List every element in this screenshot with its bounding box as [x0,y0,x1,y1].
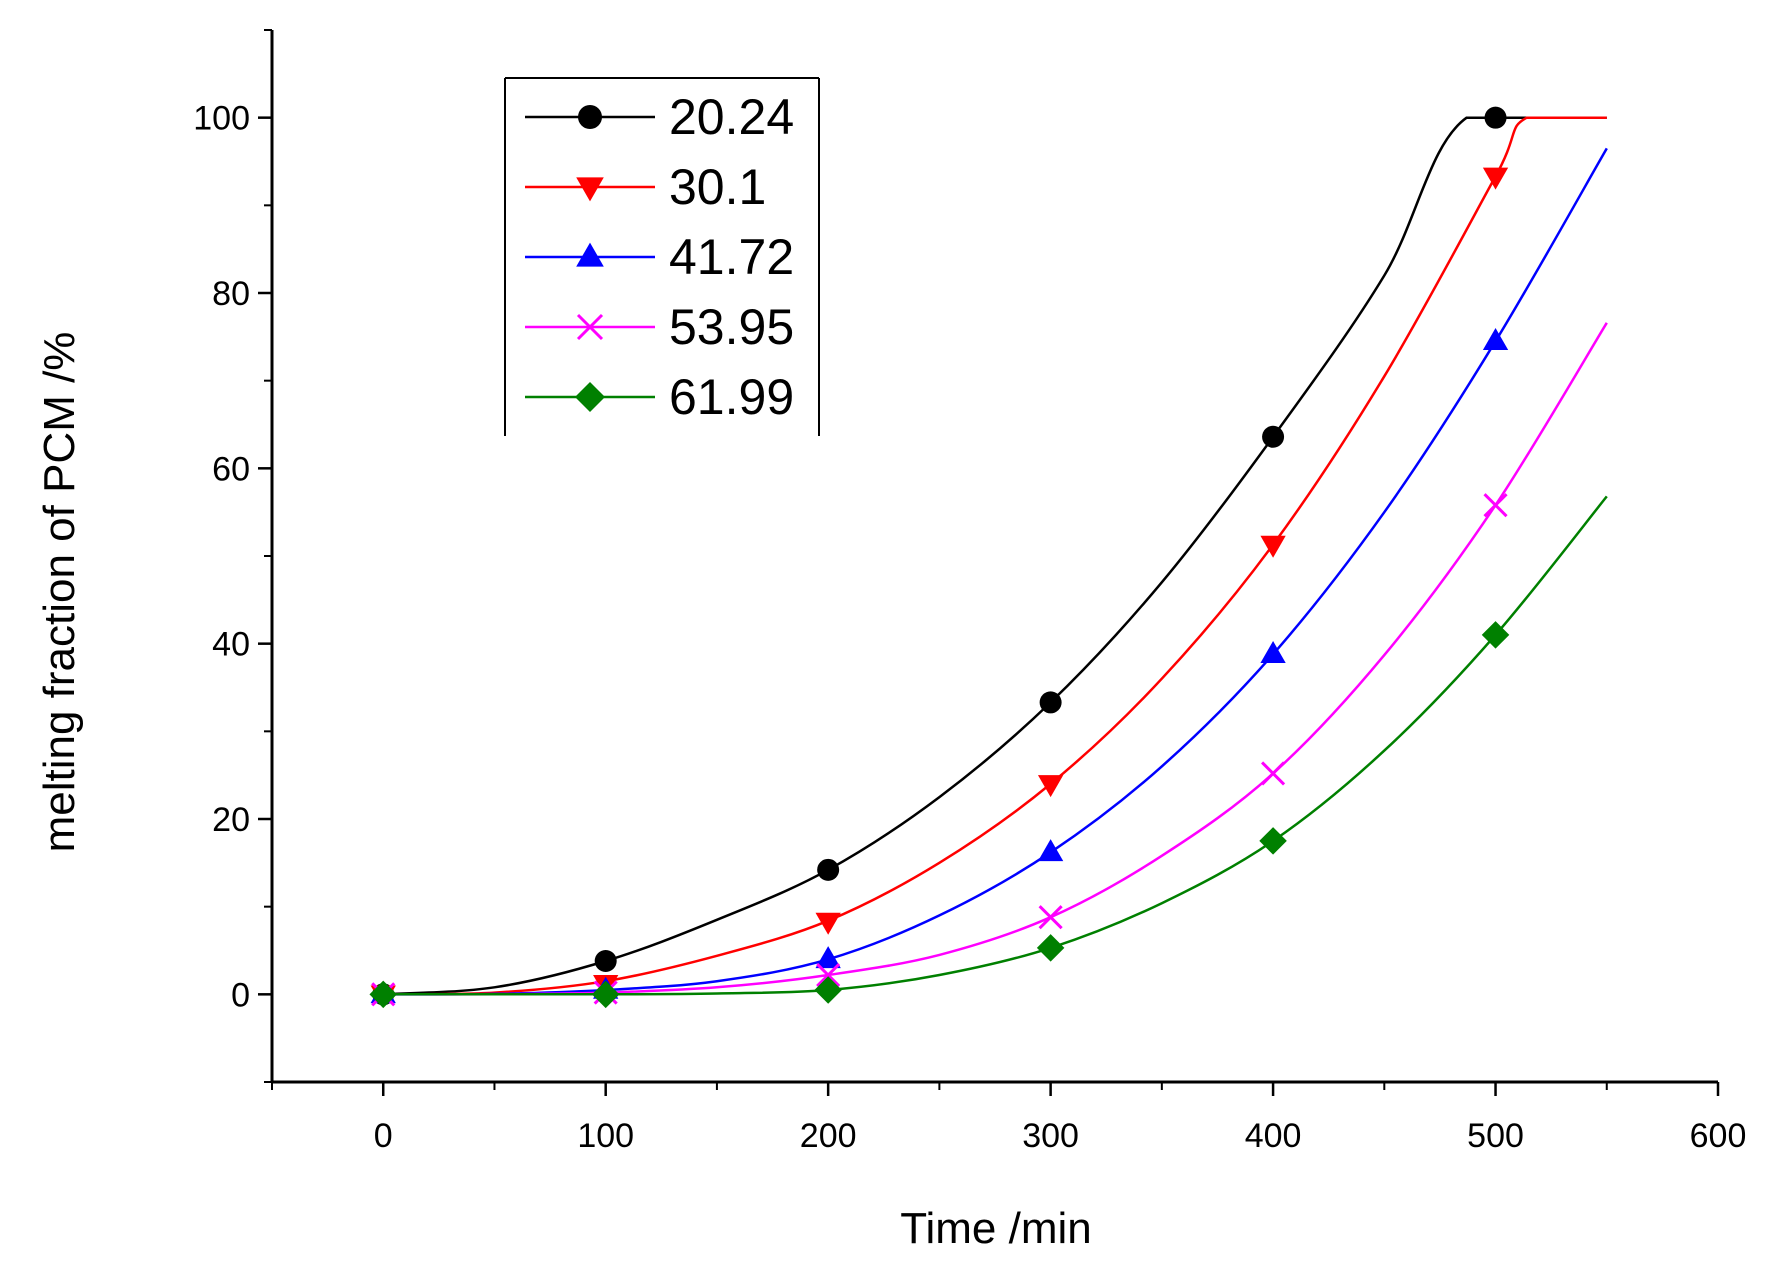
x-tick-label: 0 [374,1117,393,1155]
legend-marker [576,177,604,202]
x-tick-label: 600 [1690,1117,1747,1155]
legend: 20.24 30.1 41.72 53.95 61.99 [504,77,820,436]
data-point-1-3 [1037,775,1064,798]
legend-label: 30.1 [669,159,766,215]
data-point-0-1 [594,950,617,973]
data-point-3-5 [1483,493,1508,518]
y-tick-label: 0 [231,976,250,1014]
data-point-4-0 [369,980,397,1009]
data-point-0-5 [1484,106,1507,129]
cross-stroke [576,313,604,341]
legend-marker [575,382,605,412]
legend-marker [578,105,602,129]
data-point-0-2 [817,858,840,881]
data-point-4-1 [591,980,620,1009]
data-point-2-4 [1260,640,1286,663]
series-markers [369,106,1510,1009]
legend-item-3: 53.95 [525,299,794,355]
x-tick-label: 500 [1467,1117,1524,1155]
data-point-2-3 [1037,839,1064,862]
data-point-3-4 [1261,761,1286,786]
legend-item-2: 41.72 [525,229,794,285]
y-axis-title: melting fraction of PCM /% [35,332,84,853]
series-curves [383,116,1608,996]
x-tick-label: 100 [577,1117,634,1155]
legend-marker [576,313,604,341]
data-point-3-3 [1038,905,1063,930]
cross-stroke [1483,493,1508,518]
y-tick-label: 20 [212,801,250,839]
x-tick-label: 200 [800,1117,857,1155]
y-tick-label: 100 [193,100,250,138]
cross-stroke [1038,905,1063,930]
data-point-4-5 [1481,621,1510,649]
data-point-4-3 [1036,934,1065,962]
legend-marker [576,242,604,267]
x-axis-title: Time /min [900,1204,1092,1253]
legend-item-4: 61.99 [525,369,794,425]
legend-label: 53.95 [669,299,794,355]
data-point-4-4 [1259,827,1287,855]
data-point-2-5 [1482,328,1509,351]
legend-label: 20.24 [669,89,794,145]
data-point-1-2 [815,912,841,935]
cross-stroke [1261,761,1286,786]
legend-label: 61.99 [669,369,794,425]
series-line-1 [383,116,1607,996]
legend-item-1: 30.1 [525,159,766,215]
legend-item-0: 20.24 [525,89,794,145]
data-point-2-2 [815,946,841,969]
y-tick-label: 40 [212,626,250,664]
data-point-4-2 [814,976,842,1004]
cross-stroke [816,962,841,988]
data-point-1-5 [1482,167,1509,190]
data-point-3-2 [816,962,841,988]
series-line-4 [383,495,1608,996]
series-line-2 [383,147,1608,996]
data-point-0-3 [1039,691,1062,714]
legend-label: 41.72 [669,229,794,285]
series-line-0 [383,116,1607,996]
series-line-3 [383,322,1608,996]
data-point-1-4 [1260,535,1286,558]
y-tick-label: 60 [212,450,250,488]
x-tick-label: 400 [1245,1117,1302,1155]
y-tick-label: 80 [212,275,250,313]
axes: 0 100 200 300 400 500 600 0 20 40 60 80 100 [193,29,1747,1155]
data-point-0-4 [1262,425,1285,448]
x-tick-label: 300 [1022,1117,1079,1155]
